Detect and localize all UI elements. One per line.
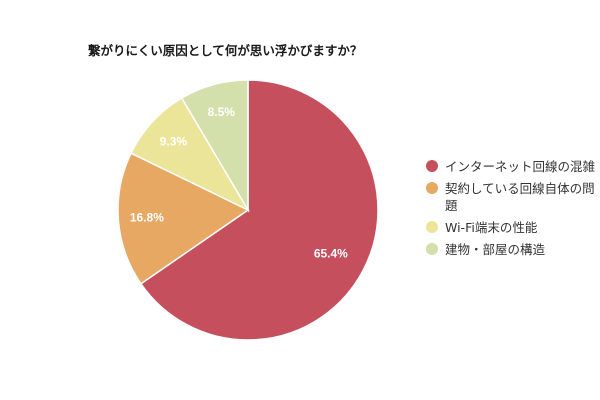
legend-swatch-icon (426, 182, 438, 194)
chart-title: 繋がりにくい原因として何が思い浮かびますか？ (88, 43, 363, 58)
legend: インターネット回線の混雑 契約している回線自体の問題 Wi-Fi端末の性能 建物… (424, 158, 600, 263)
legend-item: 契約している回線自体の問題 (424, 180, 600, 214)
pie-slice (180, 79, 249, 213)
legend-swatch-icon (426, 221, 438, 233)
pie-slice (139, 79, 379, 341)
legend-item: インターネット回線の混雑 (424, 158, 600, 175)
legend-swatch-icon (426, 243, 438, 255)
legend-label: 契約している回線自体の問題 (445, 181, 595, 213)
slice-value-label: 65.4% (314, 247, 348, 261)
slice-value-label: 8.5% (208, 105, 236, 119)
pie-slice (117, 152, 250, 285)
legend-item: 建物・部屋の構造 (424, 241, 600, 258)
legend-swatch-icon (426, 160, 438, 172)
legend-item: Wi-Fi端末の性能 (424, 219, 600, 236)
slice-value-label: 9.3% (160, 134, 188, 148)
slice-value-label: 16.8% (130, 211, 164, 225)
legend-label: 建物・部屋の構造 (445, 242, 546, 257)
legend-label: インターネット回線の混雑 (445, 159, 596, 174)
legend-label: Wi-Fi端末の性能 (445, 220, 538, 235)
